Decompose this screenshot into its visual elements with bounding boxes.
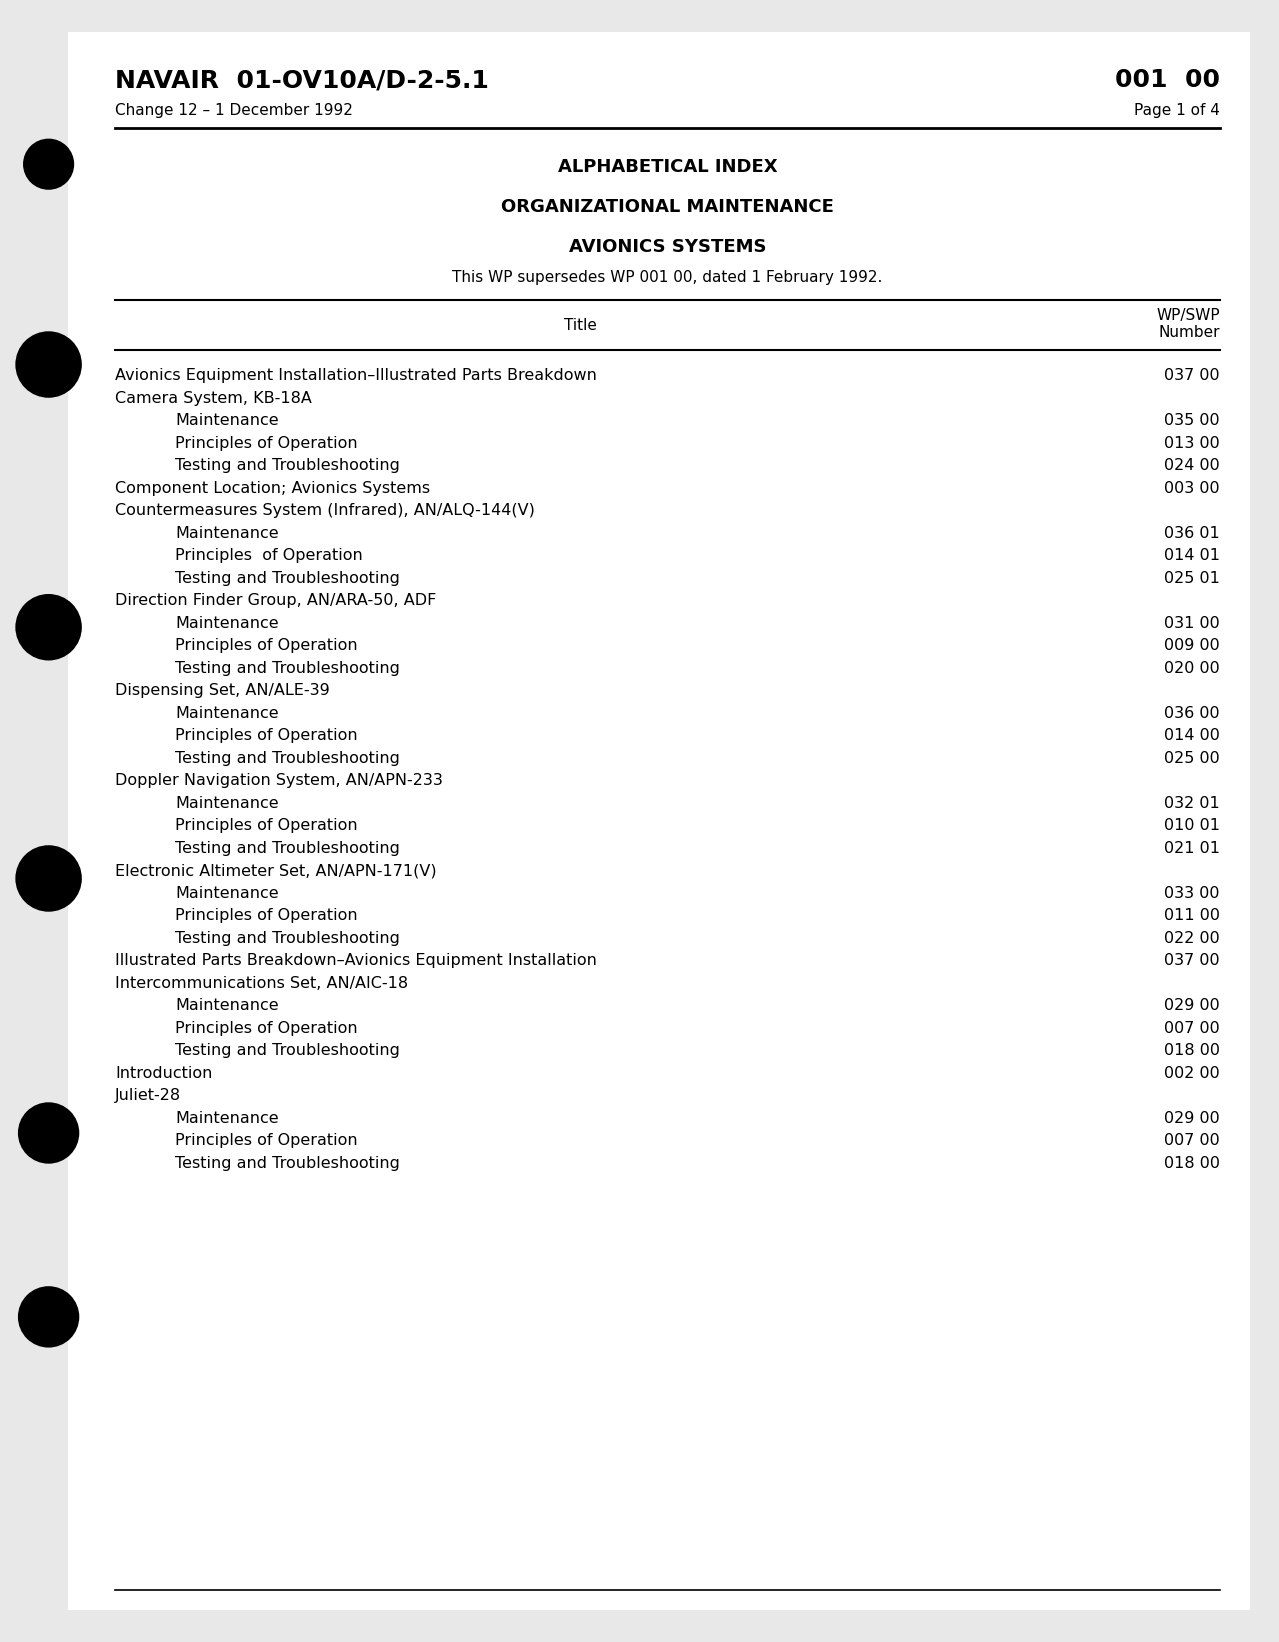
Text: Principles of Operation: Principles of Operation — [175, 1020, 358, 1036]
Text: Direction Finder Group, AN/ARA-50, ADF: Direction Finder Group, AN/ARA-50, ADF — [115, 593, 436, 608]
Text: 029 00: 029 00 — [1164, 1110, 1220, 1125]
Text: Intercommunications Set, AN/AIC-18: Intercommunications Set, AN/AIC-18 — [115, 975, 408, 990]
Text: 029 00: 029 00 — [1164, 998, 1220, 1013]
Text: Maintenance: Maintenance — [175, 525, 279, 540]
Text: 035 00: 035 00 — [1164, 414, 1220, 429]
Text: AVIONICS SYSTEMS: AVIONICS SYSTEMS — [569, 238, 766, 256]
Text: This WP supersedes WP 001 00, dated 1 February 1992.: This WP supersedes WP 001 00, dated 1 Fe… — [453, 269, 883, 286]
Text: 002 00: 002 00 — [1164, 1066, 1220, 1080]
Text: Juliet-28: Juliet-28 — [115, 1089, 182, 1103]
Text: 037 00: 037 00 — [1164, 952, 1220, 969]
Text: Principles of Operation: Principles of Operation — [175, 727, 358, 742]
Text: Maintenance: Maintenance — [175, 616, 279, 631]
Circle shape — [15, 846, 82, 911]
Text: Principles of Operation: Principles of Operation — [175, 435, 358, 450]
Text: 014 00: 014 00 — [1164, 727, 1220, 742]
Text: Maintenance: Maintenance — [175, 706, 279, 721]
Text: Principles  of Operation: Principles of Operation — [175, 548, 363, 563]
Text: Testing and Troubleshooting: Testing and Troubleshooting — [175, 1043, 400, 1057]
Text: Avionics Equipment Installation–Illustrated Parts Breakdown: Avionics Equipment Installation–Illustra… — [115, 368, 597, 383]
Text: Page 1 of 4: Page 1 of 4 — [1134, 103, 1220, 118]
Text: 032 01: 032 01 — [1164, 795, 1220, 811]
Text: Testing and Troubleshooting: Testing and Troubleshooting — [175, 931, 400, 946]
Text: 036 00: 036 00 — [1164, 706, 1220, 721]
Text: Countermeasures System (Infrared), AN/ALQ-144(V): Countermeasures System (Infrared), AN/AL… — [115, 502, 535, 517]
Text: Principles of Operation: Principles of Operation — [175, 908, 358, 923]
Text: Maintenance: Maintenance — [175, 414, 279, 429]
Text: 024 00: 024 00 — [1164, 458, 1220, 473]
Text: ALPHABETICAL INDEX: ALPHABETICAL INDEX — [558, 158, 778, 176]
Circle shape — [15, 594, 82, 660]
Text: ORGANIZATIONAL MAINTENANCE: ORGANIZATIONAL MAINTENANCE — [501, 199, 834, 217]
Text: Testing and Troubleshooting: Testing and Troubleshooting — [175, 458, 400, 473]
Text: 037 00: 037 00 — [1164, 368, 1220, 383]
Text: 007 00: 007 00 — [1164, 1133, 1220, 1148]
Text: 025 00: 025 00 — [1164, 750, 1220, 765]
Text: Testing and Troubleshooting: Testing and Troubleshooting — [175, 1156, 400, 1171]
Text: 018 00: 018 00 — [1164, 1156, 1220, 1171]
Text: Testing and Troubleshooting: Testing and Troubleshooting — [175, 570, 400, 586]
Text: Testing and Troubleshooting: Testing and Troubleshooting — [175, 660, 400, 675]
Text: Introduction: Introduction — [115, 1066, 212, 1080]
Text: 003 00: 003 00 — [1164, 481, 1220, 496]
Text: 021 01: 021 01 — [1164, 841, 1220, 855]
Text: Camera System, KB-18A: Camera System, KB-18A — [115, 391, 312, 406]
Circle shape — [15, 332, 82, 397]
Text: Doppler Navigation System, AN/APN-233: Doppler Navigation System, AN/APN-233 — [115, 773, 443, 788]
Text: Number: Number — [1159, 325, 1220, 340]
Text: Principles of Operation: Principles of Operation — [175, 639, 358, 654]
Text: Maintenance: Maintenance — [175, 885, 279, 900]
Text: Electronic Altimeter Set, AN/APN-171(V): Electronic Altimeter Set, AN/APN-171(V) — [115, 864, 436, 878]
Text: 025 01: 025 01 — [1164, 570, 1220, 586]
Text: Maintenance: Maintenance — [175, 998, 279, 1013]
Text: Maintenance: Maintenance — [175, 1110, 279, 1125]
Text: NAVAIR  01-OV10A/D-2-5.1: NAVAIR 01-OV10A/D-2-5.1 — [115, 67, 489, 92]
Text: Component Location; Avionics Systems: Component Location; Avionics Systems — [115, 481, 430, 496]
Circle shape — [18, 1286, 79, 1348]
Text: Principles of Operation: Principles of Operation — [175, 1133, 358, 1148]
Text: Principles of Operation: Principles of Operation — [175, 818, 358, 832]
Text: 011 00: 011 00 — [1164, 908, 1220, 923]
Text: 031 00: 031 00 — [1164, 616, 1220, 631]
Text: Title: Title — [564, 319, 596, 333]
Text: 022 00: 022 00 — [1164, 931, 1220, 946]
Circle shape — [18, 1102, 79, 1164]
Text: Testing and Troubleshooting: Testing and Troubleshooting — [175, 841, 400, 855]
Text: 010 01: 010 01 — [1164, 818, 1220, 832]
Text: WP/SWP: WP/SWP — [1156, 309, 1220, 323]
Text: Testing and Troubleshooting: Testing and Troubleshooting — [175, 750, 400, 765]
Text: 007 00: 007 00 — [1164, 1020, 1220, 1036]
Text: 020 00: 020 00 — [1164, 660, 1220, 675]
Text: 009 00: 009 00 — [1164, 639, 1220, 654]
Text: 033 00: 033 00 — [1164, 885, 1220, 900]
Text: 014 01: 014 01 — [1164, 548, 1220, 563]
Text: 013 00: 013 00 — [1164, 435, 1220, 450]
Text: Change 12 – 1 December 1992: Change 12 – 1 December 1992 — [115, 103, 353, 118]
Text: 018 00: 018 00 — [1164, 1043, 1220, 1057]
Text: Dispensing Set, AN/ALE-39: Dispensing Set, AN/ALE-39 — [115, 683, 330, 698]
Text: Illustrated Parts Breakdown–Avionics Equipment Installation: Illustrated Parts Breakdown–Avionics Equ… — [115, 952, 597, 969]
Text: 036 01: 036 01 — [1164, 525, 1220, 540]
Text: Maintenance: Maintenance — [175, 795, 279, 811]
Circle shape — [23, 138, 74, 190]
Text: 001  00: 001 00 — [1115, 67, 1220, 92]
